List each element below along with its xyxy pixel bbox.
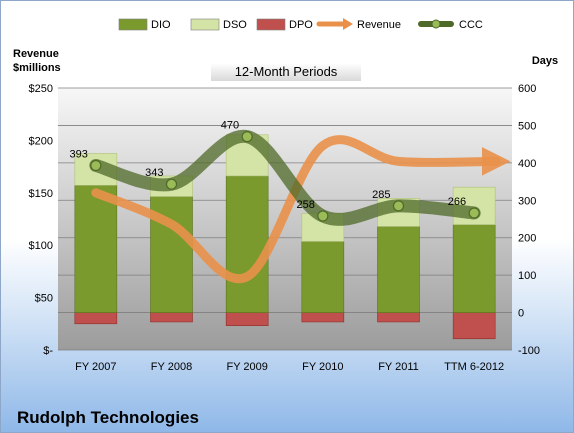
right-tick-label: -100 <box>518 345 540 357</box>
right-tick-label: 500 <box>518 120 536 132</box>
category-label: FY 2011 <box>378 361 419 373</box>
bar-dio <box>225 175 269 313</box>
ccc-data-label: 266 <box>448 196 466 208</box>
right-tick-label: 600 <box>518 83 536 95</box>
ccc-data-label: 343 <box>145 167 163 179</box>
legend-label: Revenue <box>357 19 401 31</box>
bar-dpo <box>74 312 118 325</box>
chart-title: 12-Month Periods <box>235 64 338 79</box>
bar-dpo <box>301 312 345 323</box>
left-tick-label: $150 <box>29 188 53 200</box>
ccc-marker <box>165 178 178 190</box>
right-axis: 600 500 400 300 200 100 0 -100 <box>518 83 540 357</box>
left-tick-label: $50 <box>35 293 53 305</box>
bars <box>74 134 496 340</box>
legend-swatch-dio <box>118 18 148 31</box>
title-box <box>211 63 361 81</box>
ccc-data-label: 258 <box>296 199 314 211</box>
category-label: FY 2010 <box>302 361 343 373</box>
left-axis: $250 $200 $150 $100 $50 $- <box>29 83 54 357</box>
right-tick-label: 0 <box>518 308 524 320</box>
lines <box>89 129 511 284</box>
ccc-marker <box>392 200 405 212</box>
bar-dpo <box>377 312 420 323</box>
category-label: FY 2007 <box>75 361 116 373</box>
left-tick-label: $- <box>43 345 53 357</box>
left-tick-label: $250 <box>29 83 53 95</box>
gridlines <box>58 87 512 351</box>
ccc-marker <box>468 207 480 219</box>
bar-dio <box>377 226 420 313</box>
ccc-data-label: 470 <box>221 120 239 132</box>
ccc-marker <box>90 159 102 172</box>
right-tick-label: 400 <box>518 158 536 170</box>
legend-swatch-dso <box>190 18 220 31</box>
category-label: TTM 6-2012 <box>444 361 504 373</box>
legend-label: DSO <box>223 19 247 31</box>
bar-dpo <box>452 312 496 340</box>
category-label: FY 2008 <box>151 361 192 373</box>
ccc-data-label: 393 <box>69 148 87 160</box>
company-name: Rudolph Technologies <box>17 408 199 427</box>
legend-label: DPO <box>289 19 313 31</box>
left-axis-label-2: $millions <box>13 62 61 74</box>
left-tick-label: $100 <box>29 240 53 252</box>
revenue-line <box>91 135 511 284</box>
right-tick-label: 300 <box>518 195 536 207</box>
bar-dio <box>301 241 345 313</box>
legend-swatch-dpo <box>256 18 286 31</box>
legend-label: DIO <box>151 19 171 31</box>
bar-dpo <box>225 312 269 326</box>
x-axis: FY 2007 FY 2008 FY 2009 FY 2010 FY 2011 TTM 6… <box>75 361 504 373</box>
ccc-data-label: 285 <box>372 189 390 201</box>
category-label: FY 2009 <box>226 361 267 373</box>
right-axis-label: Days <box>532 55 558 67</box>
legend: DIO DSO DPO Revenue CCC <box>118 18 483 31</box>
bar-dio <box>74 185 118 313</box>
ccc-marker <box>241 131 253 143</box>
right-tick-label: 200 <box>518 233 536 245</box>
bar-dio <box>452 224 496 313</box>
legend-marker-ccc <box>431 19 441 29</box>
legend-arrow-revenue <box>343 18 353 30</box>
bar-dpo <box>150 312 193 323</box>
right-tick-label: 100 <box>518 270 536 282</box>
left-axis-label-1: Revenue <box>13 48 59 60</box>
left-tick-label: $200 <box>29 135 53 147</box>
legend-label: CCC <box>459 19 483 31</box>
data-labels: 393 343 470 258 285 266 <box>69 120 466 211</box>
ccc-marker <box>317 210 329 222</box>
